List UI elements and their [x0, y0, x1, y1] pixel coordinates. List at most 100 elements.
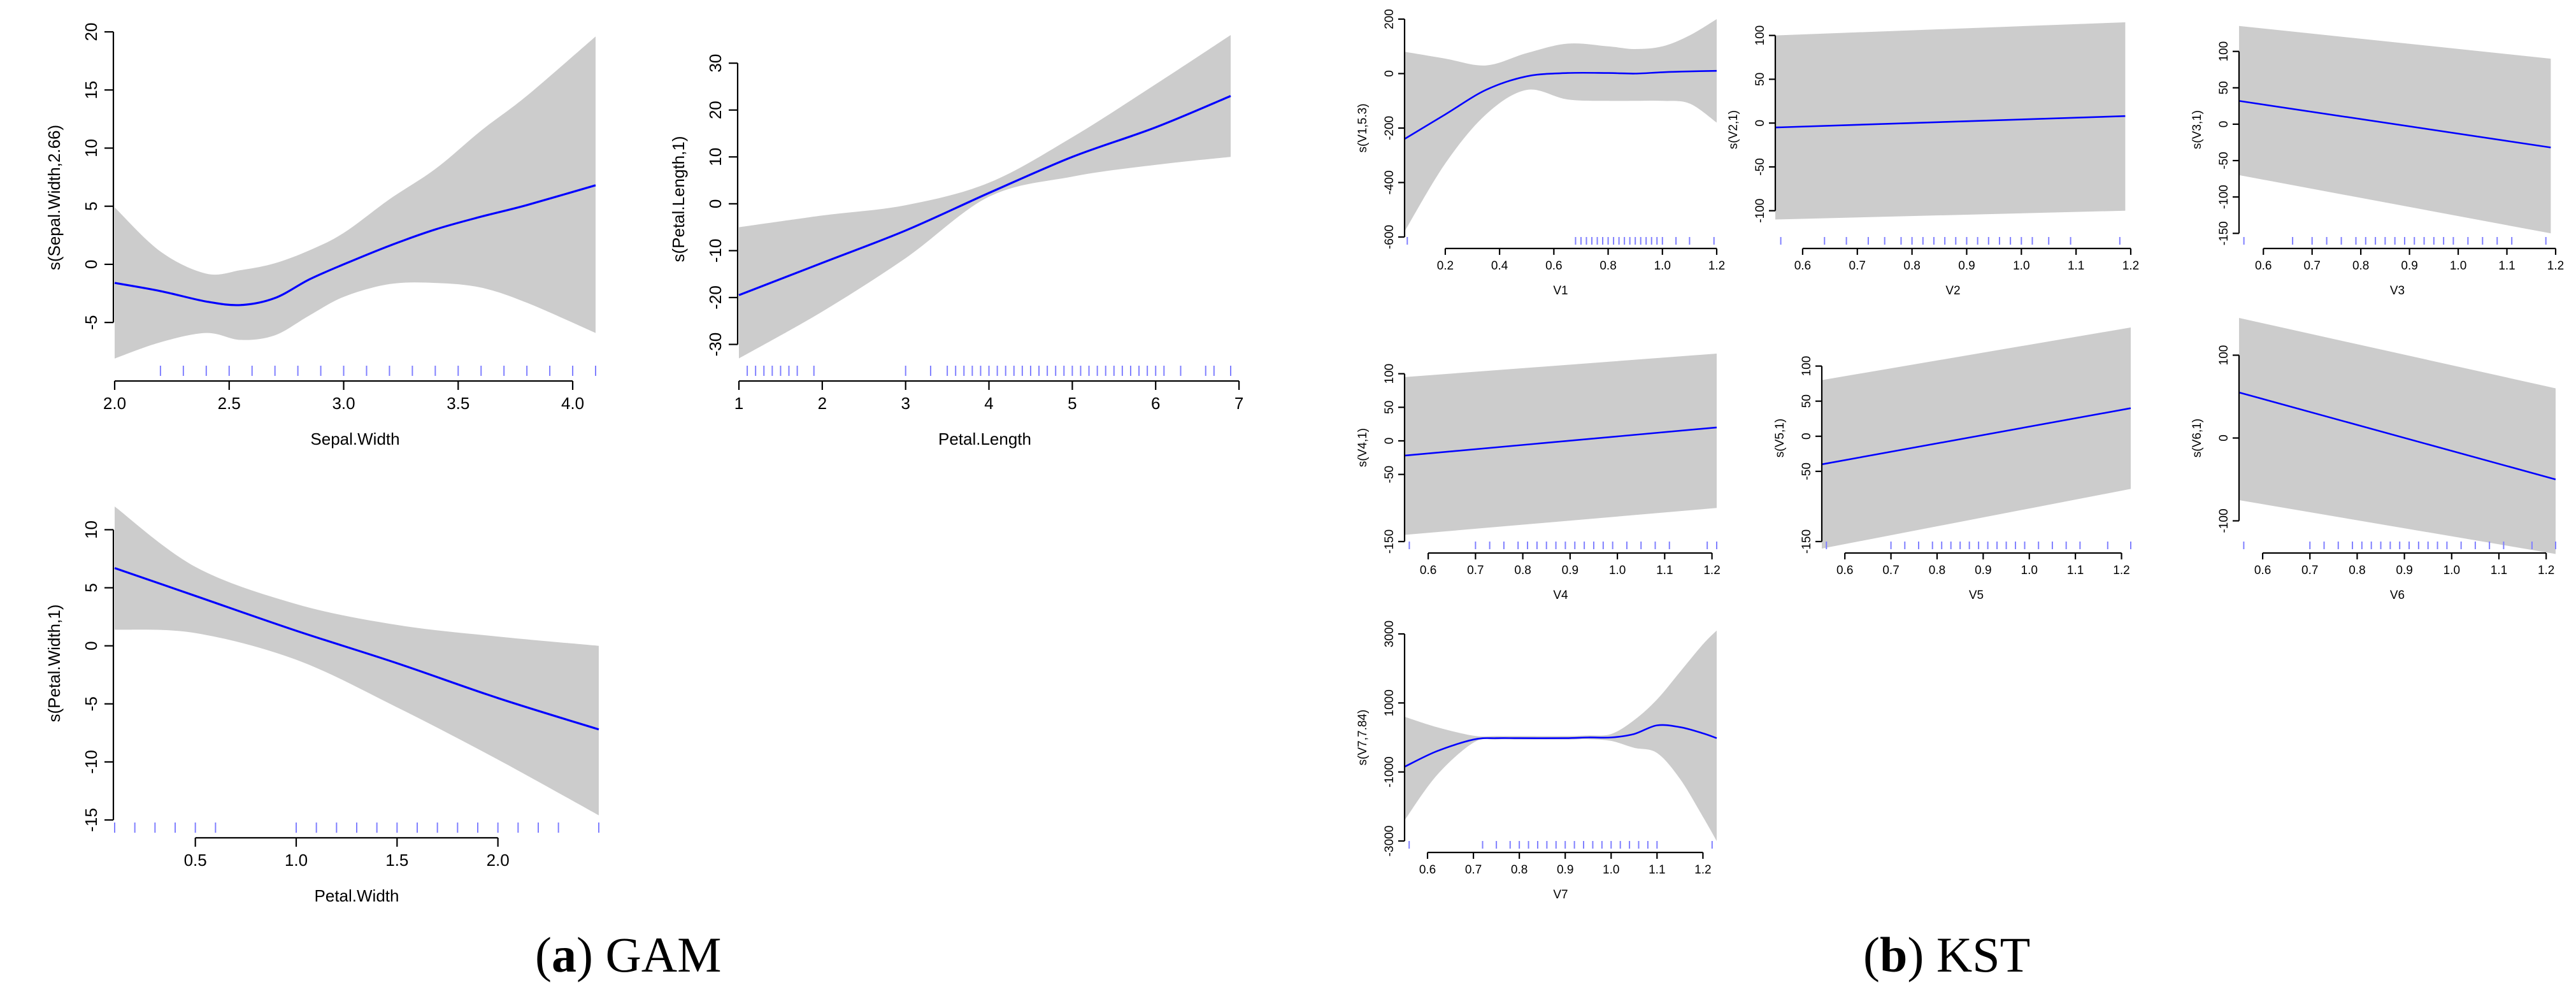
chart-v5-x-tick-label-1: 0.7 [1882, 564, 1899, 577]
chart-v2-y-label: s(V2,1) [1727, 110, 1740, 149]
chart-v3-x-label: V3 [2390, 284, 2405, 298]
chart-v3-x-tick-label-4: 1.0 [2450, 259, 2466, 273]
chart-v5-x-label: V5 [1969, 589, 1984, 602]
chart-v6-x-tick-label-5: 1.1 [2491, 564, 2507, 577]
chart-petal-width-x-tick-label-3: 2.0 [487, 851, 510, 870]
chart-petal-length-x-tick-label-3: 4 [984, 394, 993, 413]
chart-petal-length-y-tick-label-2: -10 [706, 239, 725, 263]
chart-v5-x-tick-label-4: 1.0 [2021, 564, 2038, 577]
chart-petal-width-x-tick-label-2: 1.5 [385, 851, 408, 870]
caption-a: (a) GAM [535, 927, 722, 982]
chart-v6-y-label: s(V6,1) [2191, 419, 2204, 457]
chart-petal-length-fit-line [738, 95, 1231, 296]
chart-sepal-width-y-label: s(Sepal.Width,2.66) [45, 125, 64, 270]
chart-v2-x-tick-label-5: 1.1 [2068, 259, 2084, 273]
chart-v6-x-label: V6 [2390, 589, 2405, 602]
chart-v1: 0.2 0.4 0.6 0.8 1.0 1.2 V1 -600 -400 -200 0 200 s(V1… [1356, 9, 1725, 298]
chart-v2-x-tick-label-3: 0.9 [1958, 259, 1975, 273]
chart-v5-x-tick-label-0: 0.6 [1836, 564, 1853, 577]
chart-v4-fit-line [1404, 426, 1717, 457]
chart-petal-length-y-label: s(Petal.Length,1) [669, 136, 688, 262]
chart-v6-x-tick-label-2: 0.8 [2349, 564, 2365, 577]
chart-v3-x-tick-label-1: 0.7 [2303, 259, 2320, 273]
chart-v4-x-tick-label-2: 0.8 [1514, 564, 1531, 577]
chart-v3-y-tick-label-2: -50 [2217, 152, 2231, 169]
chart-v4-y-tick-label-4: 100 [1383, 364, 1396, 384]
chart-petal-width-y-tick-label-4: 5 [82, 583, 101, 592]
chart-v1-x-label: V1 [1553, 284, 1568, 298]
chart-petal-width-y-tick-label-2: -5 [82, 696, 101, 711]
chart-v2-y-tick-label-0: -100 [1754, 199, 1767, 223]
chart-v7-y-tick-label-1: -1000 [1383, 756, 1396, 787]
chart-v1-x-tick-label-5: 1.2 [1708, 259, 1725, 273]
chart-v2-y-tick-label-3: 50 [1754, 73, 1767, 86]
chart-sepal-width-x-label: Sepal.Width [310, 429, 399, 449]
chart-petal-width-y-label: s(Petal.Width,1) [45, 605, 64, 722]
chart-v7-x-tick-label-4: 1.0 [1603, 863, 1619, 877]
chart-v1-y-tick-label-0: -600 [1383, 225, 1396, 249]
chart-v6-y-tick-label-2: 100 [2217, 345, 2231, 366]
chart-v3-x-tick-label-6: 1.2 [2547, 259, 2564, 273]
chart-v7-y-label: s(V7,7.84) [1356, 710, 1370, 766]
chart-v1-x-tick-label-1: 0.4 [1491, 259, 1508, 273]
chart-sepal-width-x-tick-label-3: 3.5 [447, 394, 469, 413]
chart-v1-confidence-band [1405, 19, 1717, 232]
chart-v6-x-tick-label-1: 0.7 [2301, 564, 2318, 577]
chart-v5-x-tick-label-2: 0.8 [1929, 564, 1945, 577]
chart-sepal-width-y-tick-label-5: 20 [82, 23, 101, 41]
caption-b: (b) KST [1863, 927, 2031, 982]
chart-v4-y-tick-label-0: -150 [1383, 529, 1396, 554]
chart-v2-confidence-band [1775, 22, 2126, 220]
chart-sepal-width-y-tick-label-1: 0 [82, 260, 101, 269]
chart-petal-width-y-tick-label-5: 10 [82, 521, 101, 539]
chart-v2: 0.6 0.7 0.8 0.9 1.0 1.1 1.2 V2 -100 -50 0 50 100 s(V2… [1727, 22, 2139, 298]
chart-v4-y-tick-label-2: 0 [1383, 438, 1396, 445]
chart-v2-x-tick-label-6: 1.2 [2122, 259, 2139, 273]
chart-v5-x-tick-label-3: 0.9 [1975, 564, 1991, 577]
caption-a-label: a [551, 927, 576, 982]
chart-petal-width-x-label: Petal.Width [315, 886, 399, 905]
chart-petal-length-x-tick-label-2: 3 [901, 394, 910, 413]
chart-petal-length-x-tick-label-6: 7 [1234, 394, 1243, 413]
chart-v4: 0.6 0.7 0.8 0.9 1.0 1.1 1.2 V4 -150 -50 0 50 100 s(V4… [1356, 354, 1721, 602]
chart-petal-length-confidence-band [739, 35, 1231, 359]
chart-petal-length-y-tick-label-5: 20 [706, 101, 725, 119]
chart-v5-fit-line [1821, 407, 2131, 466]
chart-v2-y-tick-label-4: 100 [1754, 25, 1767, 46]
chart-v7: 0.6 0.7 0.8 0.9 1.0 1.1 1.2 V7 -3000 -1000 1000 300… [1356, 621, 1717, 902]
chart-v1-x-tick-label-3: 0.8 [1599, 259, 1616, 273]
chart-sepal-width-y-tick-label-0: -5 [82, 315, 101, 330]
chart-v3-x-tick-label-2: 0.8 [2352, 259, 2369, 273]
chart-v7-x-tick-label-0: 0.6 [1419, 863, 1436, 877]
chart-v1-y-tick-label-3: 0 [1383, 70, 1396, 77]
chart-v3-x-tick-label-5: 1.1 [2498, 259, 2515, 273]
chart-sepal-width-y-tick-label-4: 15 [82, 81, 101, 99]
chart-v7-x-tick-label-6: 1.2 [1694, 863, 1711, 877]
chart-petal-width-x-tick-label-0: 0.5 [184, 851, 207, 870]
chart-v3-y-label: s(V3,1) [2191, 110, 2204, 149]
chart-v7-y-tick-label-0: -3000 [1383, 826, 1396, 857]
chart-v4-y-tick-label-1: -50 [1383, 466, 1396, 483]
chart-v3: 0.6 0.7 0.8 0.9 1.0 1.1 1.2 V3 -150 -100 -50 0 50 100… [2191, 25, 2564, 298]
chart-sepal-width-y-tick-label-2: 5 [82, 201, 101, 210]
chart-petal-width-y-tick-label-0: -15 [82, 808, 101, 832]
chart-petal-length-y-tick-label-3: 0 [706, 199, 725, 208]
chart-petal-length: 1 2 3 4 5 6 7 Petal.Length -30 -20 -10 0 10 20 30 s(Pet… [669, 35, 1243, 449]
chart-v2-x-tick-label-2: 0.8 [1903, 259, 1920, 273]
chart-sepal-width-fit-line [114, 184, 596, 306]
chart-sepal-width-x-tick-label-4: 4.0 [561, 394, 584, 413]
chart-v4-x-tick-label-3: 0.9 [1562, 564, 1578, 577]
chart-v2-x-label: V2 [1945, 284, 1960, 298]
chart-v5: 0.6 0.7 0.8 0.9 1.0 1.1 1.2 V5 -150 -50 0 50 100 s(V5… [1773, 327, 2131, 602]
chart-v1-x-tick-label-0: 0.2 [1437, 259, 1454, 273]
chart-v3-fit-line [2238, 100, 2551, 148]
chart-v4-x-tick-label-0: 0.6 [1420, 564, 1436, 577]
chart-v1-y-tick-label-1: -400 [1383, 170, 1396, 194]
chart-v3-y-tick-label-1: -100 [2217, 185, 2231, 209]
chart-v5-y-tick-label-2: 0 [1800, 433, 1814, 440]
chart-v4-y-label: s(V4,1) [1356, 428, 1370, 467]
chart-v5-y-tick-label-3: 50 [1800, 394, 1814, 408]
caption-b-text: KST [1936, 927, 2031, 982]
chart-petal-length-y-tick-label-1: -20 [706, 285, 725, 310]
chart-v1-y-tick-label-2: -200 [1383, 116, 1396, 140]
